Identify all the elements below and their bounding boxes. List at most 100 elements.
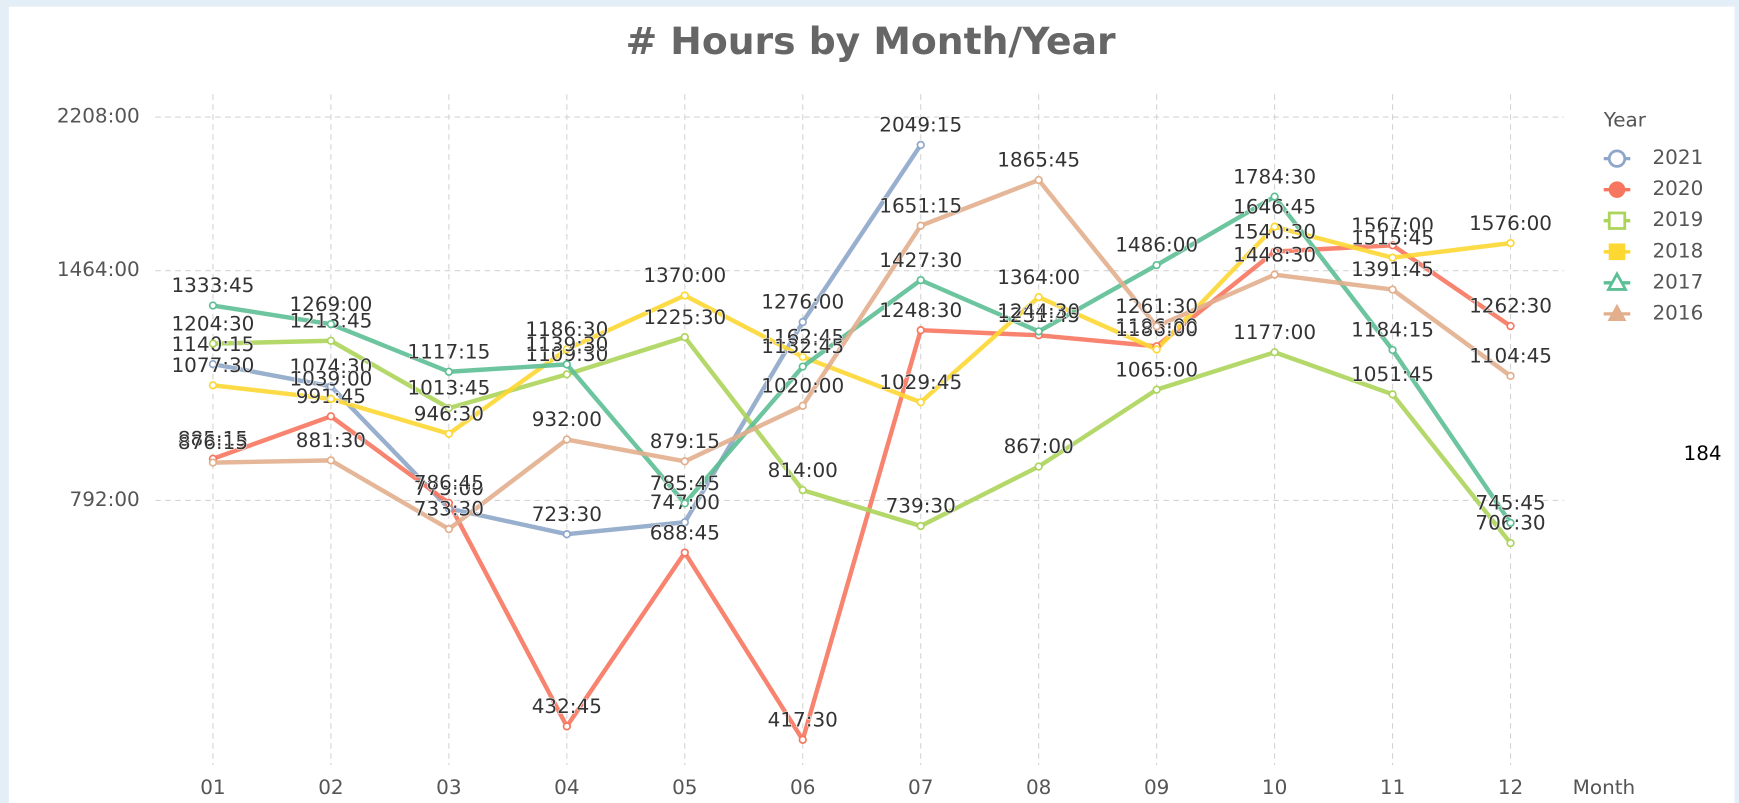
point: [680, 291, 689, 300]
data-label: 417:30: [768, 707, 838, 731]
point: [798, 735, 807, 744]
data-label: 1104:45: [1469, 344, 1552, 368]
x-tick-label: 08: [1026, 775, 1051, 799]
data-label: 881:30: [296, 428, 366, 452]
series-line: [212, 334, 1513, 545]
x-tick-label: 06: [790, 775, 815, 799]
data-label: 1077:30: [171, 353, 254, 377]
data-label: 1276:00: [761, 290, 844, 314]
annotation: 184: [1684, 441, 1722, 465]
data-label: 739:30: [886, 494, 956, 518]
point: [798, 362, 807, 371]
data-label: 1225:30: [643, 305, 726, 329]
point: [208, 301, 218, 310]
data-label: 1162:45: [761, 324, 844, 348]
legend-item: 2017: [1603, 269, 1703, 293]
point: [1506, 518, 1515, 528]
y-tick-label: 792:00: [70, 487, 140, 511]
data-label: 1391:45: [1351, 257, 1434, 281]
point: [916, 140, 925, 150]
data-label: 2049:15: [879, 113, 962, 137]
x-tick-label: 04: [554, 775, 579, 799]
legend-item: 2020: [1603, 176, 1703, 200]
data-label: 1186:30: [525, 317, 608, 341]
data-label: 1139:30: [525, 332, 608, 356]
point: [798, 401, 807, 410]
point: [680, 457, 689, 466]
point: [1152, 385, 1161, 394]
data-label: 733:30: [414, 497, 484, 521]
data-label: 1132:45: [761, 334, 844, 358]
data-label: 1364:00: [997, 265, 1080, 289]
legend-label: 2018: [1652, 238, 1703, 262]
data-label: 1248:30: [879, 298, 962, 322]
point: [1270, 247, 1279, 256]
point: [444, 524, 454, 534]
data-label: 1448:30: [1233, 242, 1316, 266]
marker: [1607, 303, 1627, 322]
point: [444, 429, 454, 438]
data-label: 1567:00: [1351, 213, 1434, 237]
point: [916, 521, 925, 531]
point: [1388, 345, 1397, 355]
point: [326, 456, 336, 465]
legend-title: Year: [1603, 107, 1647, 131]
data-label: 1262:30: [1469, 294, 1552, 318]
data-label: 1261:30: [1115, 294, 1198, 318]
point: [326, 412, 336, 421]
data-label: 1427:30: [879, 248, 962, 272]
point: [798, 485, 807, 495]
point: [1270, 348, 1279, 357]
series-line: [212, 177, 1512, 532]
point: [562, 345, 571, 354]
x-tick-label: 02: [318, 775, 343, 799]
x-tick-label: 12: [1498, 775, 1523, 799]
point: [680, 548, 689, 557]
point: [1506, 371, 1515, 381]
point: [1388, 253, 1397, 262]
legend-item: 2019: [1603, 207, 1703, 231]
point: [326, 394, 336, 404]
point: [208, 381, 218, 390]
data-label: 1515:45: [1351, 225, 1434, 249]
point: [916, 221, 925, 230]
data-label: 1140:15: [171, 332, 254, 356]
point: [916, 275, 925, 285]
data-label: 1074:30: [289, 354, 372, 378]
point: [208, 458, 218, 467]
data-label: 1065:00: [1115, 357, 1198, 381]
series-line: [212, 224, 1511, 436]
point: [444, 403, 454, 413]
x-axis-label: Month: [1573, 775, 1636, 799]
data-label: 1051:45: [1351, 362, 1434, 386]
data-label: 1039:00: [289, 367, 372, 391]
point: [1270, 270, 1279, 279]
data-label: 1784:30: [1233, 164, 1316, 188]
marker: [1607, 149, 1627, 168]
marker: [1606, 271, 1628, 291]
marker: [1608, 243, 1626, 261]
data-label: 1651:15: [879, 193, 962, 217]
point: [1152, 345, 1161, 354]
data-label: 1184:15: [1351, 318, 1434, 342]
marker: [1608, 181, 1626, 198]
point: [1388, 390, 1397, 399]
data-label: 814:00: [768, 458, 838, 482]
panel: [8, 6, 1735, 803]
series-line: [212, 194, 1513, 525]
data-label: 432:45: [532, 694, 602, 718]
data-label: 1576:00: [1469, 211, 1552, 235]
point: [1270, 192, 1279, 201]
data-label: 867:00: [1004, 434, 1074, 458]
data-label: 1865:45: [997, 148, 1080, 172]
point: [326, 382, 336, 391]
x-tick-label: 03: [436, 775, 461, 799]
point: [1388, 285, 1397, 294]
point: [326, 336, 336, 345]
marker: [1607, 211, 1627, 230]
legend-item: 2018: [1603, 238, 1703, 262]
data-label: 876:15: [178, 430, 248, 454]
point: [1152, 322, 1161, 331]
point: [680, 518, 689, 527]
point: [326, 319, 336, 329]
